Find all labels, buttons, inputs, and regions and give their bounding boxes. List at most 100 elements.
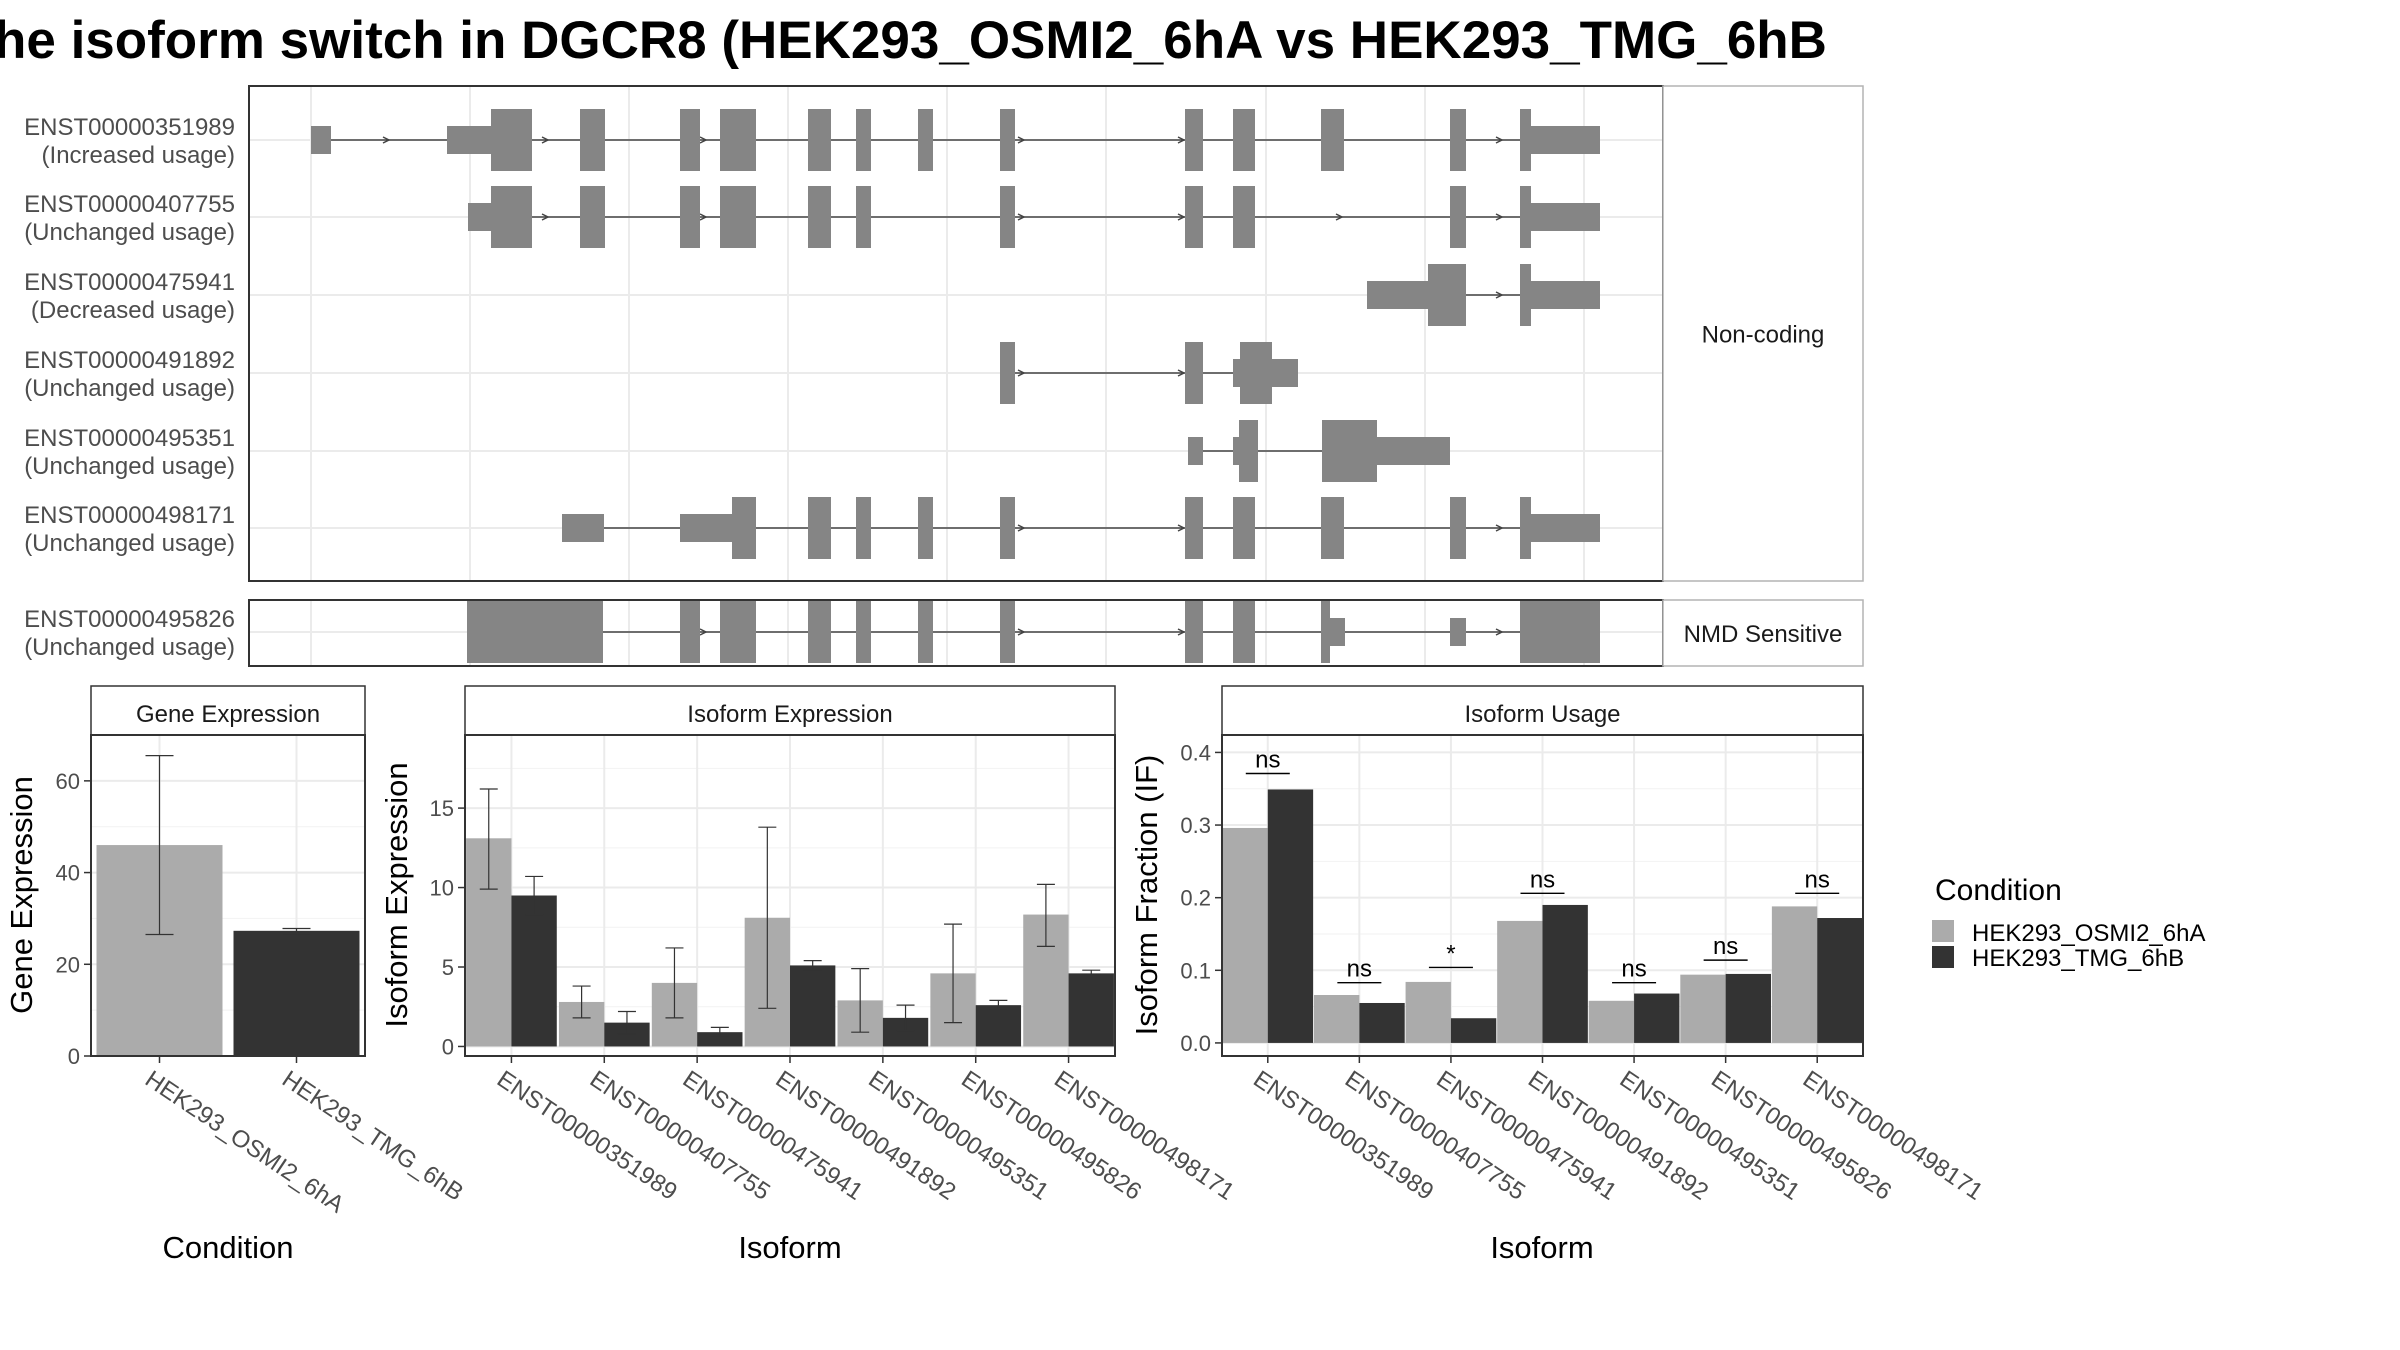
transcript-id-label: ENST00000498171 [24, 502, 235, 529]
transcript-usage-label: (Decreased usage) [31, 297, 235, 324]
bar [1267, 789, 1314, 1043]
bar [1817, 918, 1863, 1043]
significance-label: ns [1530, 866, 1555, 893]
exon-block [1531, 126, 1600, 154]
exon-block [1185, 109, 1203, 171]
exon-block [1239, 420, 1258, 482]
exon-block [1321, 109, 1344, 171]
exon-block [856, 109, 871, 171]
exon-block [580, 186, 605, 248]
exon-block [1000, 109, 1015, 171]
y-tick-label: 0.1 [1180, 958, 1211, 983]
bar [975, 1005, 1022, 1047]
exon-block [808, 497, 831, 559]
significance-label: ns [1255, 746, 1280, 773]
significance-label: * [1446, 940, 1455, 967]
exon-block [808, 601, 831, 663]
exon-block [467, 601, 596, 663]
expression-charts: Gene Expression0204060HEK293_OSMI2_6hAHE… [4, 685, 1988, 1265]
exon-block [1185, 186, 1203, 248]
strand-arrow [1335, 213, 1344, 221]
strand-arrow [1177, 524, 1186, 532]
transcript-usage-label: (Unchanged usage) [24, 375, 235, 402]
transcript-usage-label: (Unchanged usage) [24, 634, 235, 661]
legend-key-b [1932, 946, 1954, 968]
exon-block [720, 186, 756, 248]
bar [1634, 993, 1680, 1043]
exon-block [1233, 109, 1255, 171]
structure-group-strip [1662, 599, 1864, 667]
exon-block [596, 601, 603, 663]
bar [511, 895, 557, 1047]
bar [1497, 920, 1543, 1043]
bar [790, 965, 836, 1047]
exon-block [1520, 186, 1531, 248]
transcript-id-label: ENST00000407755 [24, 191, 235, 218]
exon-block [808, 186, 831, 248]
plot-border [464, 734, 1116, 1057]
significance-label: ns [1805, 866, 1830, 893]
strand-arrow [699, 136, 708, 144]
exon-block [447, 126, 491, 154]
strand-arrow [1017, 136, 1026, 144]
bar [1359, 1002, 1405, 1043]
legend-title: Condition [1935, 874, 2062, 907]
exon-block [680, 109, 700, 171]
transcript-track: ENST00000407755(Unchanged usage) [24, 186, 1600, 248]
strand-arrow [1495, 291, 1504, 299]
exon-block [856, 497, 871, 559]
transcript-usage-label: (Unchanged usage) [24, 219, 235, 246]
strand-arrow [1177, 136, 1186, 144]
exon-block [732, 497, 756, 559]
bar [1771, 906, 1818, 1043]
transcript-track: ENST00000495826(Unchanged usage) [24, 601, 1600, 663]
y-axis-title: Isoform Expression [379, 762, 414, 1027]
exon-block [1000, 601, 1015, 663]
facet-title: Isoform Expression [687, 701, 892, 728]
exon-block [856, 186, 871, 248]
bar [697, 1032, 743, 1047]
bar [1314, 994, 1360, 1043]
exon-block [680, 601, 700, 663]
y-tick-label: 5 [442, 955, 454, 980]
exon-block [1428, 264, 1466, 326]
strand-arrow [1495, 628, 1504, 636]
y-tick-label: 60 [56, 769, 80, 794]
strand-arrow [699, 628, 708, 636]
legend-label-b: HEK293_TMG_6hB [1972, 945, 2184, 972]
strand-arrow [1017, 628, 1026, 636]
exon-block [1233, 359, 1240, 387]
exon-block [311, 126, 331, 154]
exon-block [918, 497, 933, 559]
exon-block [1367, 281, 1428, 309]
exon-block [1185, 497, 1203, 559]
exon-block [720, 601, 756, 663]
exon-block [1188, 437, 1203, 465]
exon-block [720, 109, 756, 171]
y-tick-label: 0 [442, 1034, 454, 1059]
exon-block [1450, 497, 1466, 559]
transcript-id-label: ENST00000491892 [24, 347, 235, 374]
bar [1068, 973, 1114, 1047]
transcript-structure-panel: Non-coding NMD Sensitive ENST00000351989(I… [24, 85, 1864, 667]
facet-strip [1221, 685, 1864, 736]
transcript-id-label: ENST00000475941 [24, 269, 235, 296]
y-axis-title: Gene Expression [4, 776, 39, 1014]
y-tick-label: 40 [56, 861, 80, 886]
exon-block [491, 186, 532, 248]
exon-block [1321, 497, 1344, 559]
bar [1450, 1018, 1497, 1043]
exon-block [1000, 497, 1015, 559]
transcript-usage-label: (Unchanged usage) [24, 453, 235, 480]
bar [1405, 981, 1451, 1043]
structure-group-label: NMD Sensitive [1684, 621, 1843, 648]
chart-isoform-usage: Isoform Usage0.00.10.20.30.4ENST00000351… [1129, 685, 1988, 1265]
structure-group-label: Non-coding [1702, 322, 1825, 349]
figure-title: he isoform switch in DGCR8 (HEK293_OSMI2… [0, 11, 1827, 70]
y-tick-label: 0.2 [1180, 886, 1211, 911]
transcript-track: ENST00000495351(Unchanged usage) [24, 420, 1450, 482]
transcript-usage-label: (Increased usage) [42, 142, 235, 169]
transcript-track: ENST00000498171(Unchanged usage) [24, 497, 1600, 559]
y-tick-label: 0.0 [1180, 1031, 1211, 1056]
